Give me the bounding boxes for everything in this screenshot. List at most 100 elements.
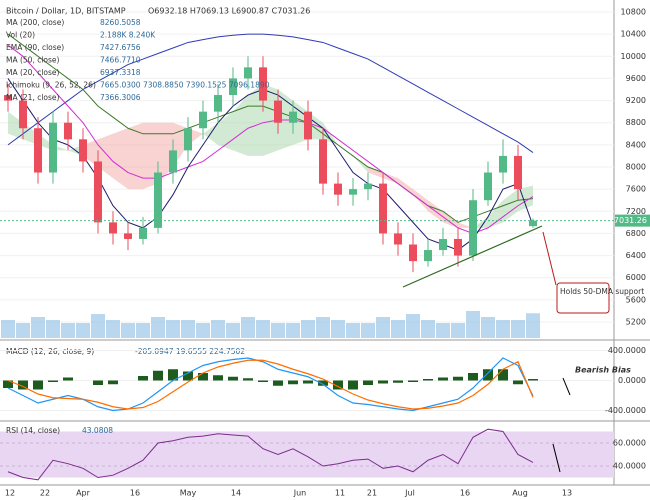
arrow [552,443,561,473]
volume-bar [106,320,120,338]
candle-body [409,244,417,262]
volume-bar [376,317,390,338]
candle-body [19,100,27,129]
y-tick-label: 5600 [626,295,646,304]
date-label: 22 [40,489,50,498]
macd-hist [483,369,493,381]
volume-bar [166,320,180,338]
ma-line [7,44,534,234]
y-tick-label: 10800 [621,8,646,17]
macd-hist [33,380,43,390]
candle-body [124,233,132,239]
y-tick-label: 6400 [626,251,646,260]
macd-hist [363,380,373,385]
macd-hist [228,376,238,381]
volume-bar [271,323,285,338]
candle-body [349,189,357,195]
cloud [368,167,383,179]
last-price-box [615,214,650,227]
candle-body [34,128,42,173]
volume-bar [361,323,375,338]
y-tick-label: 10400 [621,30,646,39]
macd-hist [273,380,283,386]
candle-body [4,95,12,101]
macd-hist [93,380,103,385]
y-tick-label: 60.0000 [613,439,646,448]
macd-hist [258,380,268,382]
y-tick-label: 6800 [626,229,646,238]
macd-hist [213,375,223,381]
date-label: 13 [562,489,572,498]
legend-value: 7366.3006 [100,93,141,102]
macd-hist [63,377,73,381]
volume-bar [316,317,330,338]
macd-hist [378,380,388,384]
pane-values: 43.0808 [82,426,113,435]
date-label: Aug [512,489,528,498]
volume-bar [481,317,495,338]
candle-body [484,172,492,201]
candle-body [379,183,387,234]
candle-body [169,150,177,173]
macd-hist [393,380,403,383]
cloud [143,122,158,190]
volume-bar [436,323,450,338]
ohlc: O6932.18 H7069.13 L6900.87 C7031.26 [148,7,310,16]
legend-name: MA (20, close) [6,68,60,77]
macd-hist [3,380,13,388]
candle-body [274,100,282,123]
volume-bar [256,320,270,338]
volume-bar [181,320,195,338]
candle-body [64,122,72,140]
volume-bar [91,314,105,338]
candle-body [184,128,192,151]
macd-hist [48,380,58,382]
candle-body [469,200,477,256]
volume-bar [451,323,465,338]
macd-hist [348,380,358,390]
candle-body [214,95,222,112]
volume-bar [61,323,75,338]
y-tick-label: 8000 [626,163,646,172]
y-tick-label: 9600 [626,74,646,83]
volume-bar [421,320,435,338]
candle-body [94,161,102,223]
volume-bar [31,317,45,338]
volume-bar [121,323,135,338]
legend-value: 7466.7710 [100,56,141,65]
candle-body [424,250,432,262]
macd-hist [408,380,418,382]
candle-body [364,183,372,190]
candle-body [244,67,252,79]
date-label: 16 [130,489,140,498]
date-label: 12 [5,489,15,498]
symbol: Bitcoin / Dollar, 1D, BITSTAMP [6,7,126,16]
cloud [443,211,458,228]
candle-body [229,78,237,96]
date-label: 11 [335,489,345,498]
candle-body [304,111,312,140]
legend-value: 2.188K 8.240K [100,31,156,40]
legend-value: 8260.5058 [100,18,141,27]
y-tick-label: 8400 [626,140,646,149]
callout-box [556,282,610,314]
legend-name: Vol (20) [6,31,35,40]
volume-bar [196,323,210,338]
legend-name: Ichimoku (9, 26, 52, 26) [6,81,96,90]
macd-hist [243,378,253,381]
candle-body [394,233,402,245]
y-tick-label: 9200 [626,96,646,105]
volume-bar [406,314,420,338]
legend: Bitcoin / Dollar, 1D, BITSTAMP O6932.18 … [6,7,310,103]
legend-name: MA (200, close) [6,18,64,27]
ma-line [7,33,534,223]
macd-hist [468,373,478,381]
date-label: Jul [404,489,415,498]
macd-hist [423,379,433,381]
pane-title: RSI (14, close) [6,426,60,435]
volume-bar [211,320,225,338]
candle-body [499,155,507,173]
candle-body [109,222,117,234]
trend-line [402,225,543,288]
